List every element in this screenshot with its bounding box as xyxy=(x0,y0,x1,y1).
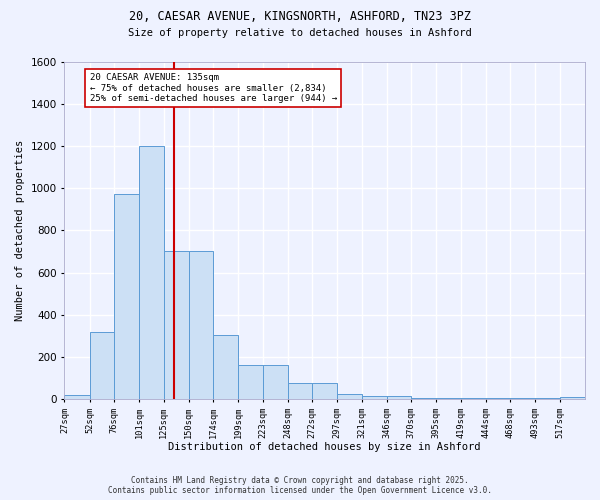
Bar xyxy=(535,398,560,399)
Bar xyxy=(90,332,114,399)
Y-axis label: Number of detached properties: Number of detached properties xyxy=(15,140,25,321)
Bar xyxy=(189,252,213,399)
Bar xyxy=(312,384,337,399)
Bar xyxy=(510,398,535,399)
Text: 20, CAESAR AVENUE, KINGSNORTH, ASHFORD, TN23 3PZ: 20, CAESAR AVENUE, KINGSNORTH, ASHFORD, … xyxy=(129,10,471,23)
Bar xyxy=(139,146,164,399)
Bar xyxy=(461,398,486,399)
Bar xyxy=(362,396,387,399)
Text: Size of property relative to detached houses in Ashford: Size of property relative to detached ho… xyxy=(128,28,472,38)
Bar xyxy=(411,398,436,399)
Bar xyxy=(164,252,189,399)
Bar xyxy=(387,396,411,399)
Bar xyxy=(263,366,288,399)
Bar xyxy=(288,384,312,399)
Bar xyxy=(436,398,461,399)
Bar xyxy=(486,398,510,399)
Bar xyxy=(560,397,585,399)
Text: 20 CAESAR AVENUE: 135sqm
← 75% of detached houses are smaller (2,834)
25% of sem: 20 CAESAR AVENUE: 135sqm ← 75% of detach… xyxy=(90,73,337,103)
X-axis label: Distribution of detached houses by size in Ashford: Distribution of detached houses by size … xyxy=(169,442,481,452)
Bar xyxy=(64,395,90,399)
Bar xyxy=(337,394,362,399)
Text: Contains HM Land Registry data © Crown copyright and database right 2025.
Contai: Contains HM Land Registry data © Crown c… xyxy=(108,476,492,495)
Bar xyxy=(114,194,139,399)
Bar xyxy=(213,335,238,399)
Bar xyxy=(238,366,263,399)
